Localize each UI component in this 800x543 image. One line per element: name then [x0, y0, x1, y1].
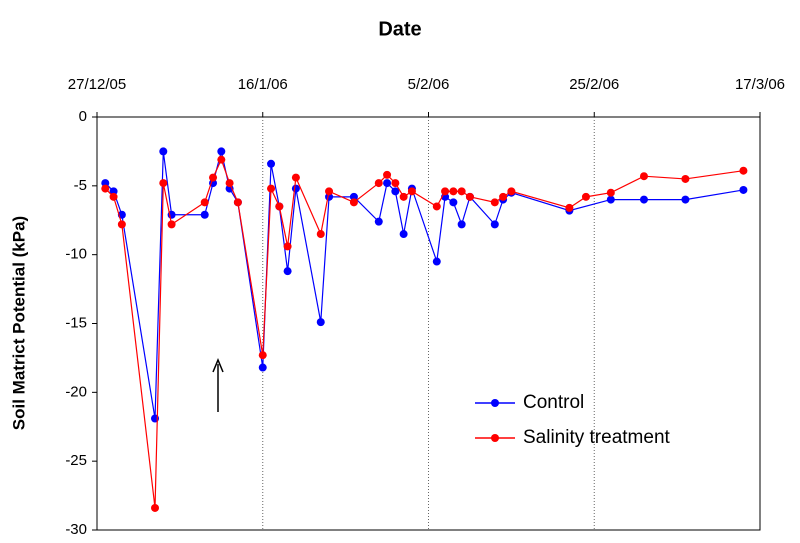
point	[374, 179, 383, 188]
point	[283, 267, 292, 276]
point	[681, 174, 690, 183]
point	[432, 257, 441, 266]
point	[383, 179, 392, 188]
point	[432, 202, 441, 211]
point	[465, 192, 474, 201]
arrow-head	[212, 358, 224, 373]
legend-label: Salinity treatment	[523, 427, 671, 448]
point	[151, 503, 160, 512]
point	[109, 187, 118, 196]
point	[209, 173, 218, 182]
point	[399, 192, 408, 201]
point	[739, 185, 748, 194]
point	[391, 187, 400, 196]
point	[681, 195, 690, 204]
legend-label: Control	[523, 392, 584, 413]
point	[117, 220, 126, 229]
y-tick-label: -30	[65, 521, 87, 538]
y-tick-label: 0	[79, 108, 87, 125]
point	[449, 187, 458, 196]
point	[233, 198, 242, 207]
point	[490, 220, 499, 229]
point	[167, 220, 176, 229]
x-tick-label: 5/2/06	[408, 76, 450, 93]
point	[275, 202, 284, 211]
point	[374, 217, 383, 226]
point	[101, 179, 110, 188]
point	[457, 220, 466, 229]
series-line	[104, 158, 744, 509]
point	[159, 179, 168, 188]
point	[639, 195, 648, 204]
point	[639, 172, 648, 181]
point	[325, 187, 334, 196]
point	[407, 187, 416, 196]
point	[217, 147, 226, 156]
point	[349, 198, 358, 207]
point	[606, 188, 615, 197]
point	[258, 351, 267, 360]
legend-marker	[491, 434, 499, 442]
point	[490, 198, 499, 207]
point	[267, 184, 276, 193]
point	[159, 147, 168, 156]
y-tick-label: -15	[65, 314, 87, 331]
y-tick-label: -20	[65, 383, 87, 400]
point	[399, 230, 408, 239]
x-tick-label: 16/1/06	[238, 76, 288, 93]
point	[507, 187, 516, 196]
point	[200, 198, 209, 207]
point	[291, 173, 300, 182]
point	[316, 318, 325, 327]
point	[441, 187, 450, 196]
point	[283, 242, 292, 251]
chart-title: Date	[378, 18, 421, 40]
point	[457, 187, 466, 196]
y-tick-label: -25	[65, 452, 87, 469]
point	[217, 155, 226, 164]
arrow	[212, 358, 224, 412]
point	[499, 192, 508, 201]
y-tick-label: -10	[65, 246, 87, 263]
point	[391, 179, 400, 188]
point	[606, 195, 615, 204]
x-tick-label: 25/2/06	[569, 76, 619, 93]
point	[383, 170, 392, 179]
y-tick-label: -5	[74, 177, 87, 194]
point	[316, 230, 325, 239]
legend-marker	[491, 399, 499, 407]
x-tick-label: 27/12/05	[68, 76, 126, 93]
point	[739, 166, 748, 175]
series-line	[104, 151, 744, 419]
point	[200, 210, 209, 219]
x-tick-label: 17/3/06	[735, 76, 785, 93]
point	[291, 184, 300, 193]
point	[349, 192, 358, 201]
y-axis-label: Soil Matrict Potential (kPa)	[9, 216, 28, 430]
point	[258, 363, 267, 372]
point	[449, 198, 458, 207]
point	[565, 203, 574, 212]
point	[109, 192, 118, 201]
point	[225, 179, 234, 188]
point	[101, 184, 110, 193]
point	[267, 159, 276, 168]
point	[581, 192, 590, 201]
